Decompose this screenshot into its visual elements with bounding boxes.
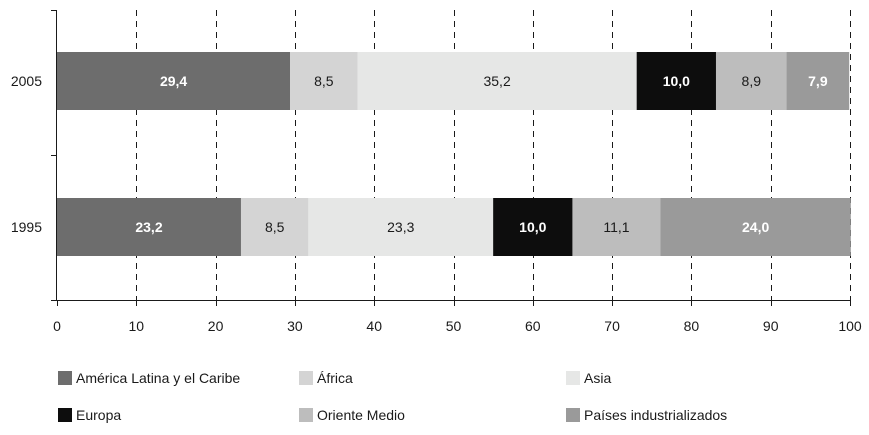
data-label-2005-5: 7,9 <box>808 73 828 89</box>
legend-label-5: Países industrializados <box>584 407 727 423</box>
data-label-2005-1: 8,5 <box>314 73 334 89</box>
legend-label-3: Europa <box>76 407 121 423</box>
data-label-2005-4: 8,9 <box>742 73 762 89</box>
legend-label-0: América Latina y el Caribe <box>76 370 240 386</box>
data-label-1995-1: 8,5 <box>265 219 285 235</box>
legend-swatch-2 <box>566 371 580 385</box>
x-tick-label-10: 10 <box>129 318 145 334</box>
data-label-2005-3: 10,0 <box>663 73 690 89</box>
x-tick-label-70: 70 <box>604 318 620 334</box>
legend-swatch-3 <box>58 408 72 422</box>
legend-label-1: África <box>317 370 353 386</box>
x-tick-label-80: 80 <box>684 318 700 334</box>
data-label-1995-2: 23,3 <box>387 219 414 235</box>
bar-segment-2005-0 <box>57 52 291 110</box>
data-label-2005-2: 35,2 <box>483 73 510 89</box>
bar-segment-2005-2 <box>357 52 637 110</box>
bar-segment-1995-5 <box>660 198 851 256</box>
legend-swatch-5 <box>566 408 580 422</box>
category-label-2005: 2005 <box>11 73 42 89</box>
x-tick-label-90: 90 <box>763 318 779 334</box>
bars: 29,4 8,5 35,2 10,0 8,9 7,9 23,2 8,5 23,3 10,0 11,1… <box>57 52 851 256</box>
x-tick-label-0: 0 <box>53 318 61 334</box>
x-tick-label-20: 20 <box>208 318 224 334</box>
data-label-1995-4: 11,1 <box>603 219 629 235</box>
x-tick-label-30: 30 <box>287 318 303 334</box>
data-label-1995-5: 24,0 <box>742 219 769 235</box>
bar-segment-1995-3 <box>493 198 573 256</box>
legend-swatch-4 <box>299 408 313 422</box>
data-label-1995-3: 10,0 <box>519 219 546 235</box>
bar-segment-2005-3 <box>636 52 716 110</box>
axes: 2005 1995 0 10 20 30 40 50 60 70 80 90 100 <box>11 10 862 334</box>
legend-label-2: Asia <box>584 370 611 386</box>
bar-segment-2005-5 <box>786 52 850 110</box>
bar-segment-1995-1 <box>240 198 309 256</box>
bar-segment-1995-0 <box>57 198 241 256</box>
legend-swatch-1 <box>299 371 313 385</box>
legend-label-4: Oriente Medio <box>317 407 405 423</box>
x-tick-label-100: 100 <box>838 318 862 334</box>
bar-segment-2005-1 <box>290 52 358 110</box>
category-label-1995: 1995 <box>11 219 42 235</box>
data-label-2005-0: 29,4 <box>160 73 187 89</box>
x-tick-label-60: 60 <box>525 318 541 334</box>
legend: América Latina y el Caribe África Asia Euro… <box>58 370 727 423</box>
data-label-1995-0: 23,2 <box>135 219 162 235</box>
legend-swatch-0 <box>58 371 72 385</box>
x-tick-label-40: 40 <box>366 318 382 334</box>
bar-segment-1995-4 <box>572 198 661 256</box>
bar-segment-1995-2 <box>308 198 494 256</box>
bar-segment-2005-4 <box>715 52 787 110</box>
x-tick-label-50: 50 <box>446 318 462 334</box>
